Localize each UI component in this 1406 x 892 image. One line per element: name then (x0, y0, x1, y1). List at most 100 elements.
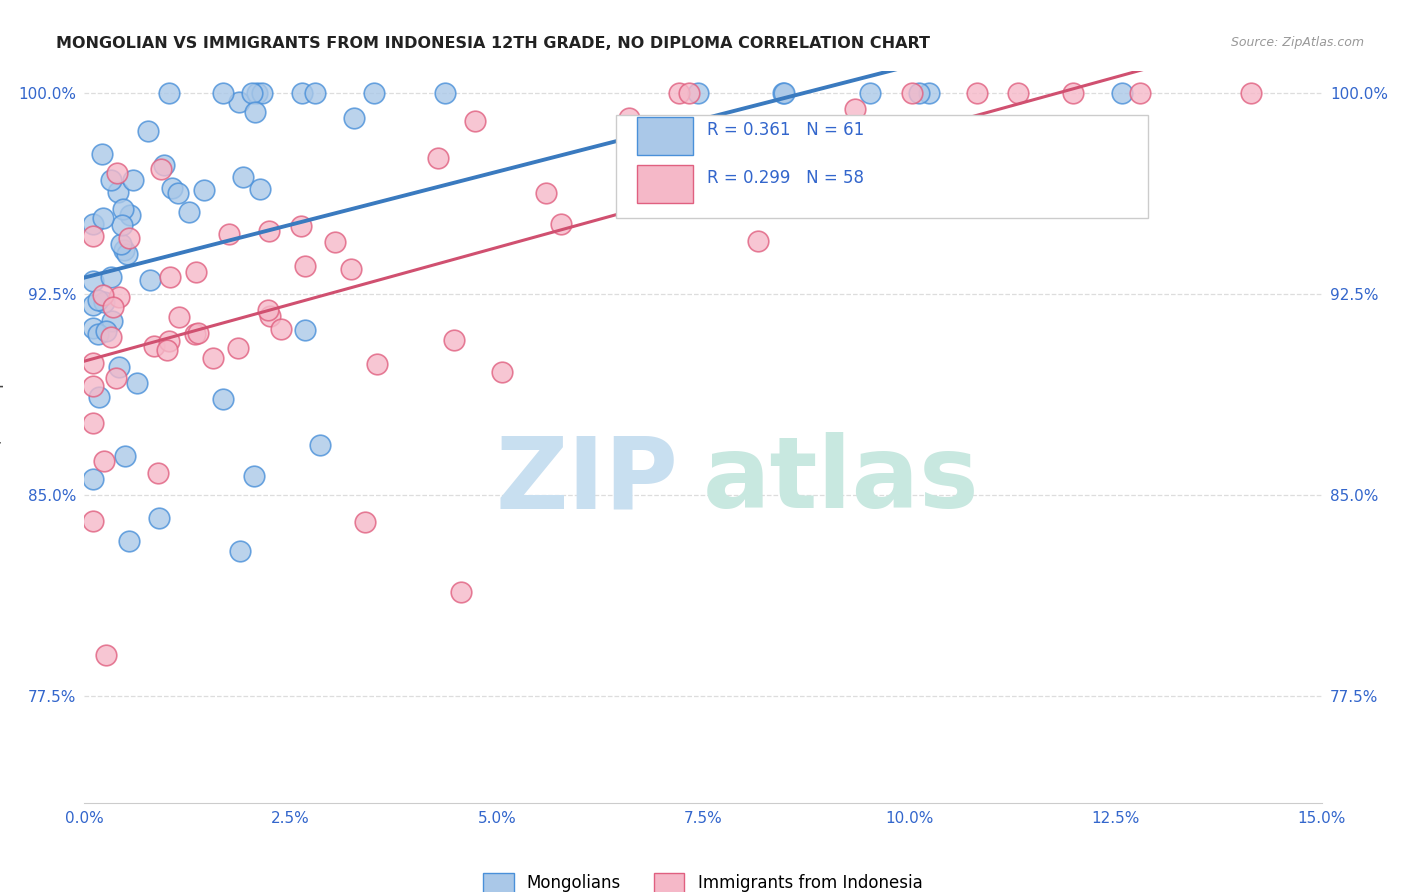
Point (91, 146, 114, 161)
Point (82, 228, 104, 243)
Point (82, 514, 104, 528)
Text: MONGOLIAN VS IMMIGRANTS FROM INDONESIA 12TH GRADE, NO DIPLOMA CORRELATION CHART: MONGOLIAN VS IMMIGRANTS FROM INDONESIA 1… (56, 36, 931, 51)
Point (156, 343, 179, 358)
Point (304, 86, 326, 100)
Point (668, 86, 690, 100)
Point (772, 86, 794, 100)
Point (270, 321, 292, 335)
Point (114, 450, 136, 464)
Point (294, 322, 316, 336)
Point (202, 351, 225, 366)
Point (100, 330, 122, 344)
Point (184, 326, 207, 341)
Point (120, 208, 142, 222)
Point (93, 454, 115, 468)
Point (640, 146, 662, 161)
Point (86, 293, 108, 307)
Point (127, 376, 149, 390)
Point (167, 186, 190, 201)
Point (100, 173, 122, 187)
Text: R = 0.361   N = 61: R = 0.361 N = 61 (707, 121, 863, 139)
Point (1062, 86, 1084, 100)
Point (143, 339, 166, 353)
Point (184, 265, 207, 279)
Point (900, 86, 922, 100)
Point (363, 86, 385, 100)
Point (107, 186, 129, 200)
Point (148, 511, 170, 525)
Point (108, 359, 131, 374)
Point (149, 161, 172, 176)
Point (1007, 86, 1029, 100)
Point (1129, 86, 1152, 100)
Point (112, 243, 135, 257)
Point (211, 86, 233, 100)
Point (226, 341, 249, 355)
Point (91, 211, 114, 226)
Point (966, 86, 988, 100)
Point (179, 204, 201, 219)
Point (747, 235, 769, 249)
Point (82, 218, 104, 232)
Point (534, 186, 557, 200)
Point (678, 86, 700, 100)
Point (187, 326, 209, 341)
Point (844, 102, 866, 116)
Point (218, 227, 240, 241)
Text: Source: ZipAtlas.com: Source: ZipAtlas.com (1230, 36, 1364, 49)
Point (340, 261, 363, 276)
Point (105, 370, 128, 384)
Text: R = 0.299   N = 58: R = 0.299 N = 58 (707, 169, 863, 186)
Point (82, 298, 104, 312)
Point (93, 294, 115, 309)
Point (290, 219, 312, 233)
Point (1111, 86, 1133, 100)
Point (240, 86, 263, 100)
Point (259, 309, 281, 323)
Point (101, 314, 124, 328)
Point (232, 170, 254, 185)
Point (159, 270, 181, 285)
Point (96, 648, 118, 663)
Y-axis label: 12th Grade, No Diploma: 12th Grade, No Diploma (0, 336, 4, 538)
Point (100, 270, 122, 285)
Point (82, 416, 104, 430)
Point (752, 171, 775, 186)
Point (323, 235, 346, 249)
Point (112, 202, 135, 216)
Point (291, 86, 314, 100)
Point (918, 86, 941, 100)
Point (91, 288, 114, 302)
Point (110, 237, 132, 252)
FancyBboxPatch shape (616, 115, 1149, 218)
Point (491, 365, 513, 379)
Point (89, 390, 111, 404)
Point (115, 247, 138, 261)
Point (550, 217, 572, 231)
Point (434, 86, 457, 100)
Point (82, 379, 104, 393)
Bar (637, 164, 693, 202)
Point (153, 158, 176, 172)
Point (773, 86, 796, 100)
Point (294, 259, 316, 273)
Point (228, 544, 250, 558)
Point (228, 95, 250, 109)
Point (157, 86, 180, 100)
Point (82, 321, 104, 335)
Point (243, 468, 266, 483)
Point (859, 86, 882, 100)
Point (146, 467, 169, 481)
Point (111, 218, 134, 232)
Point (118, 534, 141, 549)
Text: atlas: atlas (703, 433, 980, 530)
Legend: Mongolians, Immigrants from Indonesia: Mongolians, Immigrants from Indonesia (477, 866, 929, 892)
Point (1066, 129, 1088, 144)
Point (246, 86, 269, 100)
Point (122, 173, 145, 187)
Point (139, 273, 162, 287)
Point (94, 324, 117, 338)
Point (212, 392, 235, 407)
Point (343, 111, 366, 125)
Point (256, 303, 278, 318)
